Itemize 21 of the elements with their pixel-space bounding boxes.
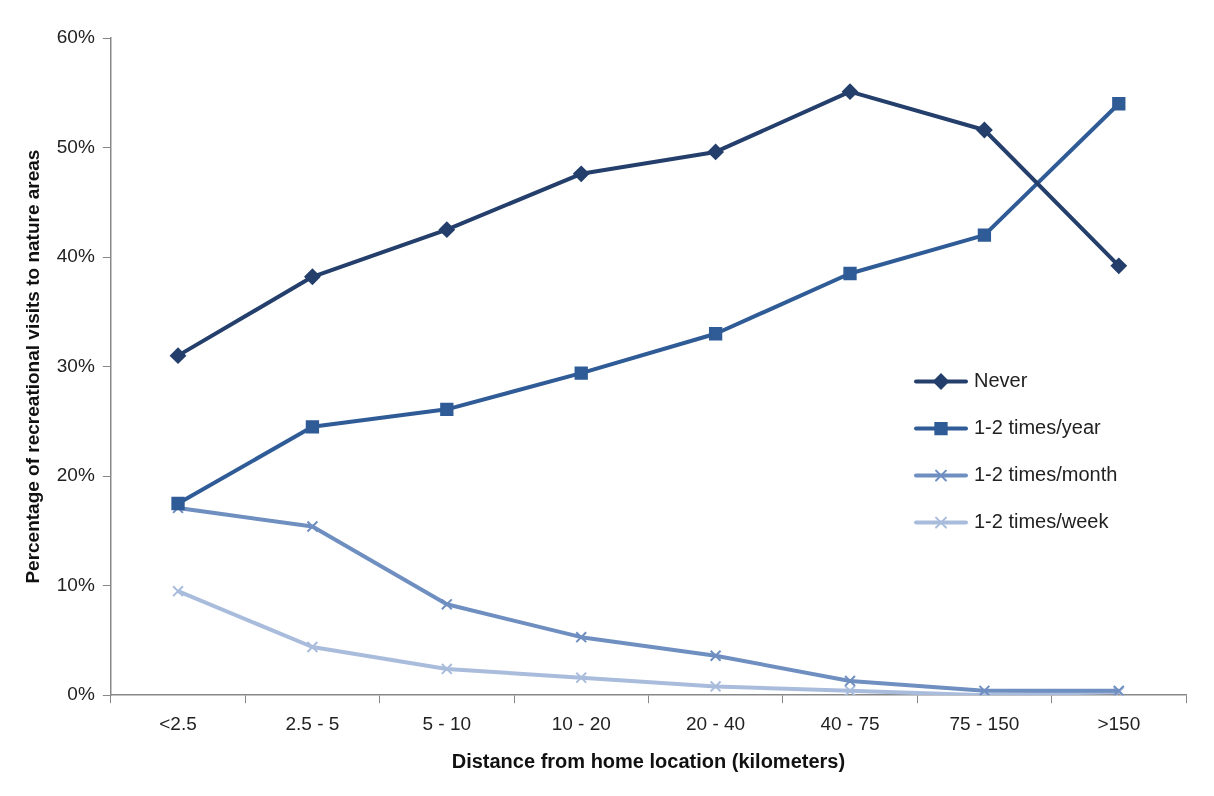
- legend-label: 1-2 times/week: [974, 510, 1110, 533]
- x-tick-label: <2.5: [159, 712, 197, 734]
- x-tick-label: 10 - 20: [551, 712, 611, 734]
- y-axis-title: Percentage of recreational visits to nature areas: [21, 149, 43, 584]
- x-axis-title: Distance from home location (kilometers): [451, 749, 846, 772]
- x-tick-label: 2.5 - 5: [285, 712, 340, 734]
- x-tick-label: >150: [1097, 712, 1141, 734]
- y-tick-label: 0%: [67, 683, 95, 705]
- y-tick-label: 50%: [56, 135, 95, 157]
- legend-label: 1-2 times/month: [974, 463, 1118, 486]
- x-tick-label: 5 - 10: [422, 712, 472, 734]
- y-tick-label: 20%: [56, 464, 95, 486]
- y-tick-label: 10%: [56, 573, 95, 595]
- x-tick-label: 20 - 40: [686, 712, 746, 734]
- x-tick-label: 75 - 150: [949, 712, 1020, 734]
- y-tick-label: 40%: [56, 245, 95, 267]
- legend-label: 1-2 times/year: [974, 416, 1102, 439]
- x-tick-label: 40 - 75: [820, 712, 880, 734]
- y-tick-label: 30%: [56, 354, 95, 376]
- legend-label: Never: [974, 369, 1028, 392]
- y-tick-label: 60%: [56, 26, 95, 48]
